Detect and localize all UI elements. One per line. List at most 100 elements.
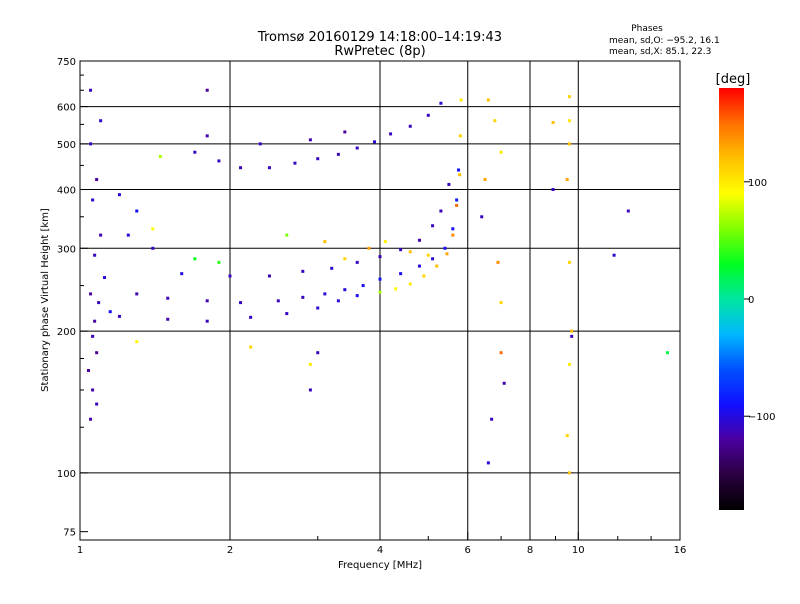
data-point [439, 209, 443, 213]
data-point [336, 152, 340, 156]
data-point [89, 88, 93, 92]
data-point [99, 233, 103, 237]
data-point [431, 224, 435, 228]
data-point [367, 246, 371, 250]
data-point [567, 95, 571, 99]
data-point [267, 274, 271, 278]
data-point [480, 215, 484, 219]
data-point [166, 296, 170, 300]
y-tick-label: 400 [57, 185, 76, 196]
data-point [91, 334, 95, 338]
data-point [451, 233, 455, 237]
data-point [612, 253, 616, 257]
data-point [458, 173, 462, 177]
data-point [193, 150, 197, 154]
data-point [408, 250, 412, 254]
data-point [308, 362, 312, 366]
data-point [486, 98, 490, 102]
x-axis-label: Frequency [MHz] [338, 560, 422, 571]
x-tick-label: 8 [527, 545, 533, 556]
data-point [431, 257, 435, 261]
y-tick-label: 100 [57, 469, 76, 480]
data-point [103, 276, 107, 280]
data-point [567, 362, 571, 366]
x-tick-label: 16 [674, 545, 687, 556]
data-point [239, 301, 243, 305]
data-point [426, 113, 430, 117]
data-point [323, 292, 327, 296]
data-point [426, 253, 430, 257]
y-tick-label: 300 [57, 244, 76, 255]
data-point [493, 119, 497, 123]
data-point [249, 315, 253, 319]
data-point [567, 471, 571, 475]
data-point [408, 124, 412, 128]
data-point [502, 381, 506, 385]
data-point [499, 351, 503, 355]
plot-grid [80, 61, 680, 540]
colorbar-tick-label: 100 [748, 178, 767, 189]
colorbar-ticks: 100 0 −100 [744, 178, 775, 423]
y-tick-label: 750 [57, 57, 76, 68]
data-point [355, 260, 359, 264]
y-tick-label: 200 [57, 327, 76, 338]
data-point [439, 101, 443, 105]
colorbar-tick-label: 0 [748, 295, 754, 306]
data-point [343, 130, 347, 134]
data-point [373, 140, 377, 144]
data-point [408, 282, 412, 286]
data-point [551, 121, 555, 125]
data-point [490, 417, 494, 421]
data-point [343, 288, 347, 292]
data-point [95, 351, 99, 355]
data-point [567, 119, 571, 123]
data-points [86, 88, 669, 475]
data-point [455, 203, 459, 207]
data-point [389, 132, 393, 136]
data-point [570, 329, 574, 333]
data-point [483, 178, 487, 182]
data-point [126, 233, 130, 237]
x-tick-label: 4 [377, 545, 383, 556]
data-point [570, 334, 574, 338]
colorbar-label: [deg] [716, 72, 751, 87]
stats-o-mode: mean, sd,O: −95.2, 16.1 [609, 36, 720, 46]
data-point [158, 155, 162, 159]
data-point [459, 98, 463, 102]
data-point [97, 301, 101, 305]
data-point [228, 274, 232, 278]
data-point [301, 269, 305, 273]
data-point [565, 434, 569, 438]
data-point [135, 340, 139, 344]
data-point [417, 264, 421, 268]
data-point [343, 257, 347, 261]
data-point [399, 272, 403, 276]
data-point [293, 161, 297, 165]
data-point [166, 317, 170, 321]
data-point [276, 299, 280, 303]
data-point [665, 351, 669, 355]
colorbar [719, 88, 744, 510]
data-point [447, 182, 451, 186]
data-point [323, 240, 327, 244]
data-point [205, 134, 209, 138]
data-point [89, 142, 93, 146]
stats-heading: Phases [631, 24, 663, 34]
y-tick-label: 500 [57, 140, 76, 151]
data-point [89, 292, 93, 296]
data-point [249, 345, 253, 349]
data-point [135, 209, 139, 213]
data-point [394, 287, 398, 291]
data-point [217, 260, 221, 264]
data-point [451, 227, 455, 231]
data-point [435, 264, 439, 268]
data-point [117, 314, 121, 318]
data-point [93, 319, 97, 323]
data-point [205, 319, 209, 323]
x-tick-label: 6 [465, 545, 471, 556]
data-point [93, 253, 97, 257]
data-point [135, 292, 139, 296]
data-point [285, 233, 289, 237]
data-point [117, 193, 121, 197]
